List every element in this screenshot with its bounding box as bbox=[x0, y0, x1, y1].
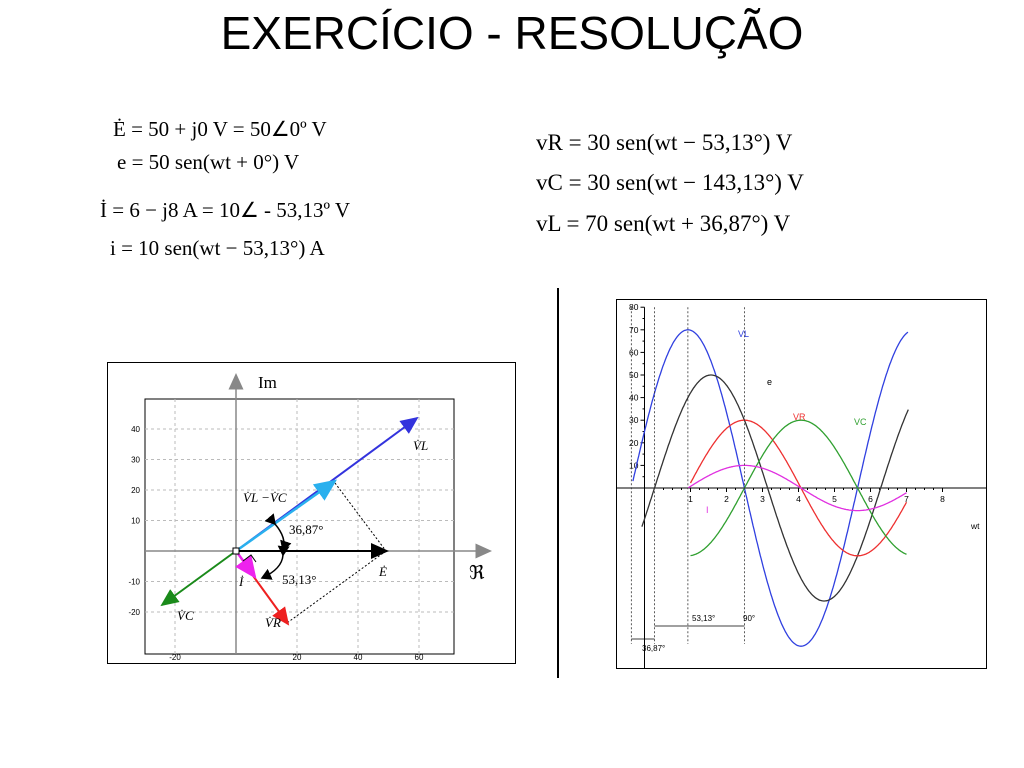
vertical-divider bbox=[557, 288, 559, 678]
equation-e-time: e = 50 sen(wt + 0°) V bbox=[117, 150, 300, 174]
imag-axis-label: Im bbox=[258, 373, 277, 392]
curve-label-e: e bbox=[767, 377, 772, 387]
real-axis-label: ℜ bbox=[469, 563, 485, 584]
wave-y-tick-label: 40 bbox=[629, 393, 639, 403]
label-vl-minus-vc: V̇L −V̇C bbox=[243, 490, 287, 505]
annotation-90: 90° bbox=[743, 614, 755, 623]
wave-x-tick-label: 3 bbox=[760, 494, 765, 504]
curve-label-vc: VC bbox=[854, 417, 867, 427]
label-angle-53: 53,13° bbox=[282, 572, 316, 587]
phasor-x-tick: 20 bbox=[293, 653, 302, 662]
curve-label-i: I bbox=[706, 505, 709, 515]
waveform-frame bbox=[616, 299, 987, 669]
phasor-y-tick: -20 bbox=[128, 608, 140, 617]
curve-vc bbox=[690, 419, 907, 557]
annotation-36: 36,87° bbox=[642, 644, 665, 653]
wave-x-tick-label: 1 bbox=[688, 494, 693, 504]
curve-label-vr: VR bbox=[793, 412, 806, 422]
angle-arc-53 bbox=[260, 545, 290, 580]
label-vr: V̇R bbox=[265, 615, 281, 630]
phasor-x-tick: 60 bbox=[415, 653, 424, 662]
curve-e bbox=[641, 374, 909, 602]
wave-y-tick-label: 60 bbox=[629, 347, 639, 357]
equation-i-phasor: İ = 6 − j8 A = 10∠ - 53,13º V bbox=[100, 198, 351, 222]
wave-x-tick-label: 6 bbox=[868, 494, 873, 504]
equation-i-time: i = 10 sen(wt − 53,13°) A bbox=[110, 236, 325, 260]
wave-x-tick-label: 4 bbox=[796, 494, 801, 504]
equation-vl: vL = 70 sen(wt + 36,87°) V bbox=[536, 211, 791, 236]
phasor-y-tick: 40 bbox=[131, 425, 140, 434]
curve-i bbox=[687, 464, 907, 512]
phasor-y-tick: 10 bbox=[131, 517, 140, 526]
waveform-chart: 80 70 60 50 40 30 20 10 1 2 3 4 5 6 7 8 VL e VR VC I wt… bbox=[616, 299, 987, 669]
phasor-y-tick: 20 bbox=[131, 486, 140, 495]
construction-line-2 bbox=[286, 550, 387, 624]
wave-y-tick-label: 70 bbox=[629, 325, 639, 335]
origin-marker bbox=[232, 547, 240, 555]
curve-vl bbox=[632, 329, 909, 647]
label-angle-36: 36,87° bbox=[289, 522, 323, 537]
equation-e-phasor: Ė = 50 + j0 V = 50∠0º V bbox=[113, 117, 327, 141]
page-title: EXERCÍCIO - RESOLUÇÃO bbox=[220, 7, 804, 59]
label-vc: V̇C bbox=[177, 608, 194, 623]
wave-y-tick-label: 50 bbox=[629, 370, 639, 380]
phasor-x-tick: 40 bbox=[354, 653, 363, 662]
right-angle-marker bbox=[242, 554, 257, 563]
equation-vr: vR = 30 sen(wt − 53,13°) V bbox=[536, 130, 793, 155]
wave-x-tick-label: 5 bbox=[832, 494, 837, 504]
annotation-53: 53,13° bbox=[692, 614, 715, 623]
phasor-i-arrow bbox=[234, 550, 257, 580]
phasor-vr-arrow bbox=[250, 572, 290, 626]
phasor-y-tick: 30 bbox=[131, 456, 140, 465]
curve-label-vl: VL bbox=[738, 329, 749, 339]
phasor-y-tick: -10 bbox=[128, 578, 140, 587]
wave-y-tick-label: 20 bbox=[629, 438, 639, 448]
wave-x-tick-label: 2 bbox=[724, 494, 729, 504]
phasor-plot-frame bbox=[144, 398, 455, 655]
equation-vc: vC = 30 sen(wt − 143,13°) V bbox=[536, 170, 804, 195]
wave-y-tick-label: 30 bbox=[629, 415, 639, 425]
wave-x-tick-label: 8 bbox=[940, 494, 945, 504]
curve-vr bbox=[689, 419, 908, 557]
label-vl: V̇L bbox=[413, 438, 428, 453]
phasor-diagram: Im ℜ -20 20 40 60 40 30 20 10 -10 -20 V̇L V̇L −V̇… bbox=[107, 362, 516, 664]
label-i: İ bbox=[238, 574, 244, 589]
label-e: Ė bbox=[378, 564, 387, 579]
wave-x-tick-label: 7 bbox=[904, 494, 909, 504]
wave-y-tick-label: 10 bbox=[629, 460, 639, 470]
wave-y-tick-label: 80 bbox=[629, 302, 639, 312]
x-axis-label: wt bbox=[970, 521, 980, 531]
phasor-x-tick: -20 bbox=[169, 653, 181, 662]
phasor-vc-arrow bbox=[160, 550, 237, 607]
